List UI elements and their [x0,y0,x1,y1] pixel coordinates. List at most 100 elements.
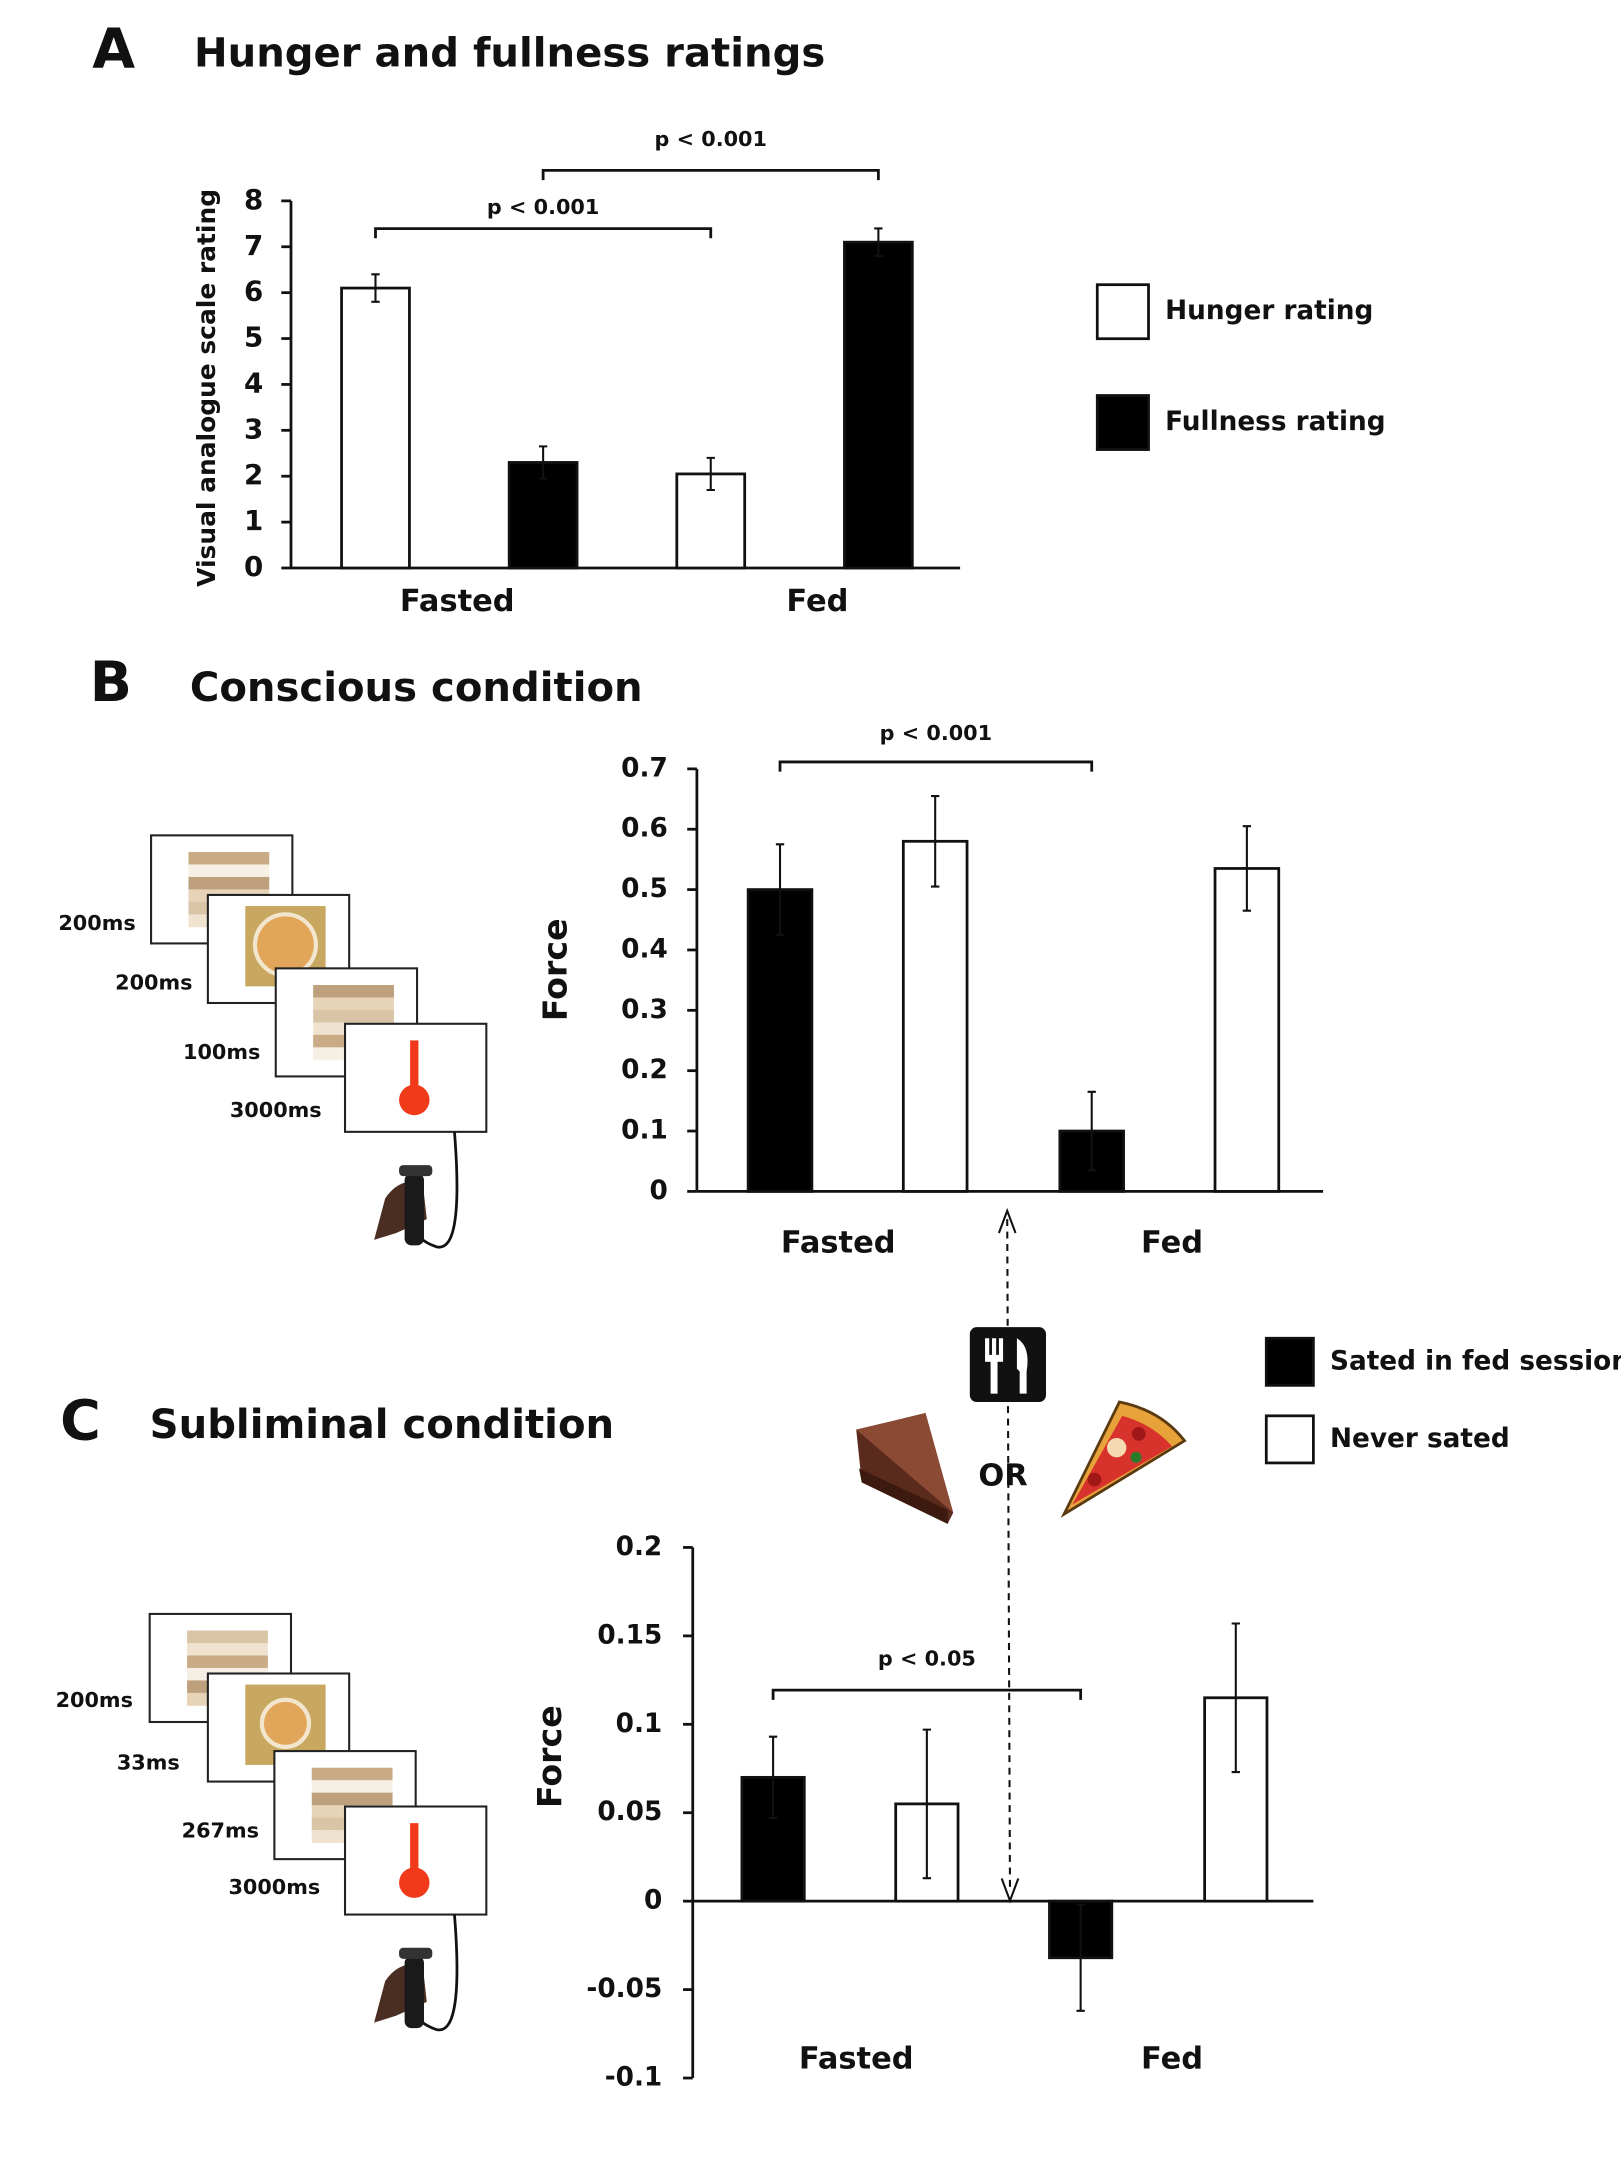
mosaic-cell [228,876,243,890]
x-tick-label: Fed [1141,2042,1203,2077]
y-tick-label: 0.1 [621,1116,668,1146]
mosaic-cell [313,1022,327,1036]
mosaic-cell [339,984,354,998]
error-bar [931,794,940,888]
x-tick-label: Fed [786,584,848,619]
grip-handle [399,1165,433,1177]
mosaic-cell [365,1767,380,1781]
mosaic-cell [313,1034,327,1048]
mosaic-cell [325,1805,339,1818]
bar [1213,867,1281,1193]
pizza-image [259,1697,312,1750]
mosaic-cell [240,1643,255,1656]
mosaic-cell [325,1792,339,1806]
error-bar [371,273,380,303]
significance-bracket [541,169,880,181]
panel-letter: C [60,1389,101,1453]
mosaic-cell [311,1805,326,1818]
mosaic-cell [227,1655,242,1669]
error-bar [1242,825,1252,912]
thermometer-bulb [399,1867,430,1898]
y-tick-label: 0 [644,1886,662,1916]
mosaic-cell [242,851,256,865]
mosaic-cell [326,1009,341,1023]
mosaic-cell [325,1780,339,1794]
mosaic-cell [326,997,341,1011]
mosaic-cell [326,1022,341,1036]
legend-label: Never sated [1330,1424,1510,1454]
mosaic-cell [311,1792,326,1806]
mosaic-cell [255,876,270,890]
mosaic-cell [378,1767,393,1781]
mosaic-cell [311,1767,326,1781]
legend-swatch [1264,1414,1315,1465]
y-tick-label: 0.7 [621,753,668,783]
duration-label: 200ms [58,911,135,935]
mosaic-cell [353,984,368,998]
x-tick-label: Fasted [799,2042,914,2077]
legend-swatch [1264,1336,1315,1387]
mosaic-cell [200,1643,215,1656]
mosaic-cell [380,1009,394,1023]
mosaic-cell [313,1047,327,1061]
legend-swatch [1095,394,1150,451]
mosaic-cell [188,876,203,890]
duration-label: 200ms [115,971,192,995]
p-value-label: p < 0.001 [487,195,599,219]
y-tick-label: 0.4 [621,934,668,964]
x-tick-label: Fasted [781,1226,896,1261]
y-axis-label: Force [530,1705,569,1808]
significance-bracket [778,760,1094,772]
mosaic-cell [188,889,203,903]
p-value-label: p < 0.001 [655,127,767,151]
bar [746,888,814,1193]
grip-device [404,1956,424,2029]
x-tick-label: Fasted [400,584,515,619]
mosaic-cell [213,1630,228,1644]
mosaic-cell [215,864,230,878]
mosaic-cell [353,1009,368,1023]
y-tick-label: 5 [244,321,263,354]
y-tick-label: 0.5 [621,874,668,904]
cake-image [856,1413,954,1524]
error-bar [538,445,548,480]
y-tick-label: 0.2 [616,1532,663,1562]
grip-handle [399,1947,433,1959]
error-bar [1231,1622,1240,1774]
mosaic-cell [200,1630,215,1644]
mosaic-cell [325,1830,339,1843]
y-tick-label: 0 [244,550,263,583]
mosaic-cell [380,997,394,1011]
mosaic-cell [326,1047,341,1061]
mosaic-cell [255,851,270,865]
x-tick-label: Fed [1141,1226,1203,1261]
mosaic-cell [313,984,327,998]
mosaic-cell [351,1767,366,1781]
mosaic-cell [188,851,203,865]
panel-title: Subliminal condition [150,1402,614,1448]
mosaic-cell [188,901,203,915]
mosaic-cell [215,876,230,890]
mosaic-cell [313,1009,327,1023]
mosaic-cell [313,997,327,1011]
mosaic-cell [228,864,243,878]
cutlery-icon [969,1327,1047,1402]
y-tick-label: 8 [244,183,263,216]
mosaic-cell [366,1009,381,1023]
mosaic-cell [187,1667,201,1681]
bar [901,839,969,1193]
mosaic-cell [326,984,341,998]
duration-label: 3000ms [230,1098,322,1122]
y-tick-label: -0.05 [586,1974,662,2004]
panel-letter: B [90,651,132,715]
dashed-arrow [1006,1219,1012,1892]
mosaic-cell [201,876,216,890]
mosaic-cell [187,1692,201,1706]
mosaic-cell [240,1655,255,1669]
mosaic-cell [200,1655,215,1669]
mosaic-cell [351,1780,366,1794]
mosaic-cell [365,1780,380,1794]
duration-label: 3000ms [228,1875,320,1899]
